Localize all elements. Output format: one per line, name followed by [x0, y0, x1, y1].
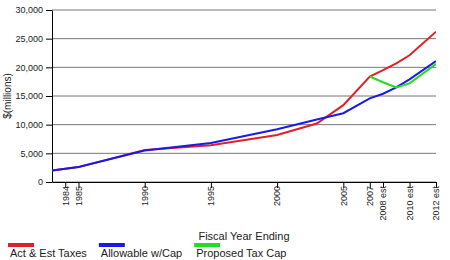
grid-line [52, 124, 436, 125]
y-tick-label: 10,000 [15, 120, 43, 130]
x-axis-title: Fiscal Year Ending [198, 230, 289, 242]
y-axis: 0 5,000 10,000 15,000 20,000 25,000 30,000 [15, 5, 52, 187]
x-axis: 19841985 1990 1995 2000 2005 20072008 est 2010… [53, 182, 442, 221]
x-tick: 2000 [272, 182, 282, 206]
x-tick: 2005 [339, 182, 349, 206]
x-tick: 2008 est [378, 182, 388, 221]
x-tick-label: 1995 [206, 186, 216, 206]
plot: 0 5,000 10,000 15,000 20,000 25,000 30,000 1984… [15, 5, 441, 220]
x-tick: 1995 [206, 182, 216, 206]
y-tick: 20,000 [15, 63, 52, 73]
series-line [52, 32, 436, 171]
x-tick: 2012 est [431, 182, 441, 221]
grid-line [52, 153, 436, 154]
x-tick-label: 1990 [140, 186, 150, 206]
x-tick-label: 2008 est [378, 186, 388, 221]
y-tick-mark [46, 182, 52, 183]
y-tick: 30,000 [15, 5, 52, 15]
y-tick-label: 30,000 [15, 5, 43, 15]
x-tick: 1984 [61, 182, 71, 206]
y-tick: 25,000 [15, 34, 52, 44]
x-tick: 1990 [140, 182, 150, 206]
y-tick-mark [46, 67, 52, 68]
x-axis-line [53, 182, 437, 183]
legend-label: Allowable w/Cap [101, 247, 182, 259]
legend-item: Proposed Tax Cap [194, 245, 286, 259]
y-axis-line [52, 11, 53, 183]
y-tick-mark [46, 10, 52, 11]
grid-line [52, 182, 436, 183]
series-line [370, 64, 436, 88]
y-tick: 0 [38, 177, 52, 187]
x-tick-label: 2007 [365, 186, 375, 206]
x-tick-label: 2010 est [405, 186, 415, 221]
x-tick: 2010 est [405, 182, 415, 221]
grid-line [52, 10, 436, 11]
y-tick-mark [46, 96, 52, 97]
legend-label: Proposed Tax Cap [196, 247, 286, 259]
x-tick: 1985 [74, 182, 84, 206]
x-tick-label: 2000 [272, 186, 282, 206]
legend-item: Act & Est Taxes [8, 245, 87, 259]
legend: Act & Est Taxes Allowable w/Cap Proposed T… [8, 245, 286, 259]
legend-item: Allowable w/Cap [99, 245, 182, 259]
grid-line [52, 38, 436, 39]
y-tick-label: 25,000 [15, 34, 43, 44]
lines [52, 32, 436, 171]
y-tick-mark [46, 153, 52, 154]
y-tick-label: 20,000 [15, 63, 43, 73]
series-line [52, 61, 436, 171]
x-tick-label: 2005 [339, 186, 349, 206]
y-tick-label: 0 [38, 177, 43, 187]
y-axis-title: $(millions) [2, 73, 13, 119]
x-tick-label: 1985 [74, 186, 84, 206]
x-tick-label: 1984 [61, 186, 71, 206]
chart: 0 5,000 10,000 15,000 20,000 25,000 30,000 1984… [0, 0, 450, 260]
y-tick-mark [46, 125, 52, 126]
y-tick-label: 5,000 [20, 149, 43, 159]
x-tick-label: 2012 est [431, 186, 441, 221]
legend-label: Act & Est Taxes [10, 247, 87, 259]
y-tick: 5,000 [20, 149, 52, 159]
y-tick: 10,000 [15, 120, 52, 130]
y-tick: 15,000 [15, 91, 52, 101]
y-tick-label: 15,000 [15, 91, 43, 101]
grid-line [52, 67, 436, 68]
grid [52, 10, 436, 182]
y-tick-mark [46, 39, 52, 40]
x-tick: 2007 [365, 182, 375, 206]
